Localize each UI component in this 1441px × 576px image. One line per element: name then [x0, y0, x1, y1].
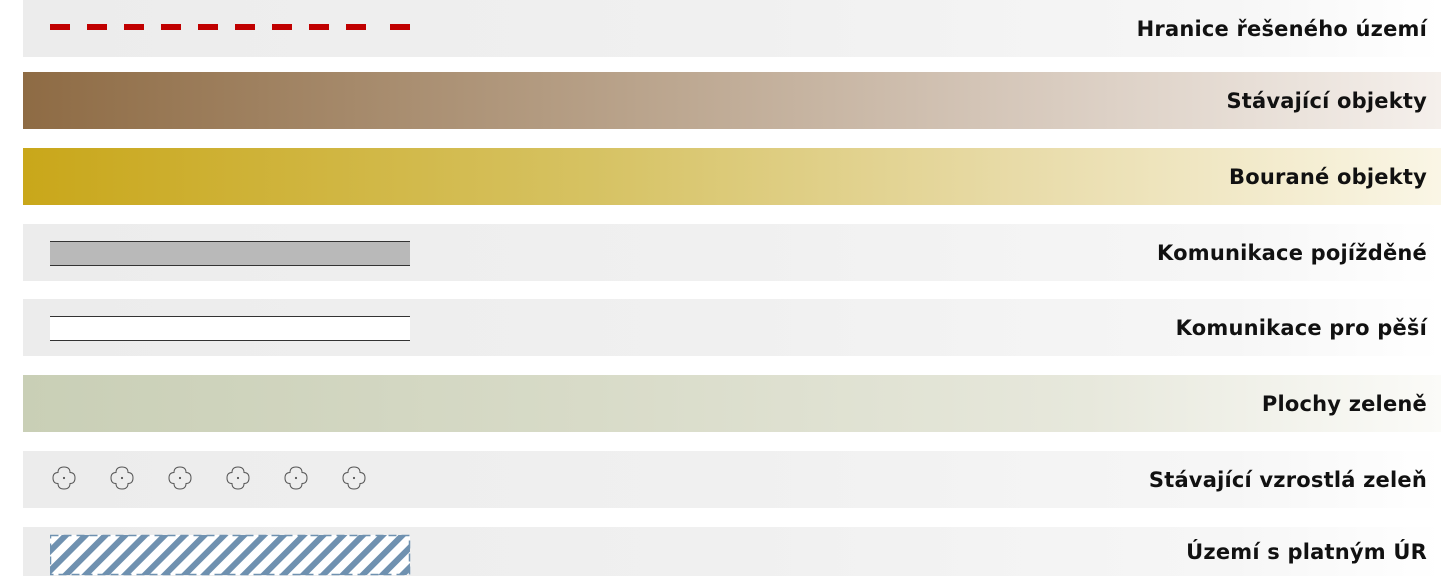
legend-label-zoning-area: Území s platným ÚR	[1186, 539, 1427, 564]
legend-row-existing-buildings: Stávající objekty	[23, 72, 1441, 129]
legend-row-zoning-area: Území s platným ÚR	[23, 527, 1441, 576]
blue-hatch-icon	[50, 534, 411, 576]
legend-label-roads: Komunikace pojížděné	[1157, 240, 1427, 265]
legend-label-trees: Stávající vzrostlá zeleň	[1148, 467, 1427, 492]
legend-label-boundary: Hranice řešeného území	[1136, 16, 1427, 41]
tree-icon	[110, 466, 134, 490]
legend-row-roads: Komunikace pojížděné	[23, 224, 1441, 281]
legend-row-pedestrian: Komunikace pro pěší	[23, 299, 1441, 356]
legend-label-green-areas: Plochy zeleně	[1261, 391, 1427, 416]
legend-label-demolished-buildings: Bourané objekty	[1228, 164, 1427, 189]
legend-row-trees: Stávající vzrostlá zeleň	[23, 451, 1441, 508]
legend-label-pedestrian: Komunikace pro pěší	[1175, 315, 1427, 340]
grey-road-band-icon	[50, 241, 410, 266]
tree-icon	[168, 466, 192, 490]
legend-row-green-areas: Plochy zeleně	[23, 375, 1441, 432]
tree-icon	[52, 466, 76, 490]
red-dashed-line-icon	[50, 24, 410, 30]
tree-icon	[342, 466, 366, 490]
legend-row-boundary: Hranice řešeného území	[23, 0, 1441, 57]
tree-icon	[226, 466, 250, 490]
tree-icons	[52, 466, 366, 490]
legend-row-demolished-buildings: Bourané objekty	[23, 148, 1441, 205]
legend-label-existing-buildings: Stávající objekty	[1226, 88, 1427, 113]
white-road-band-icon	[50, 316, 410, 341]
tree-icon	[284, 466, 308, 490]
